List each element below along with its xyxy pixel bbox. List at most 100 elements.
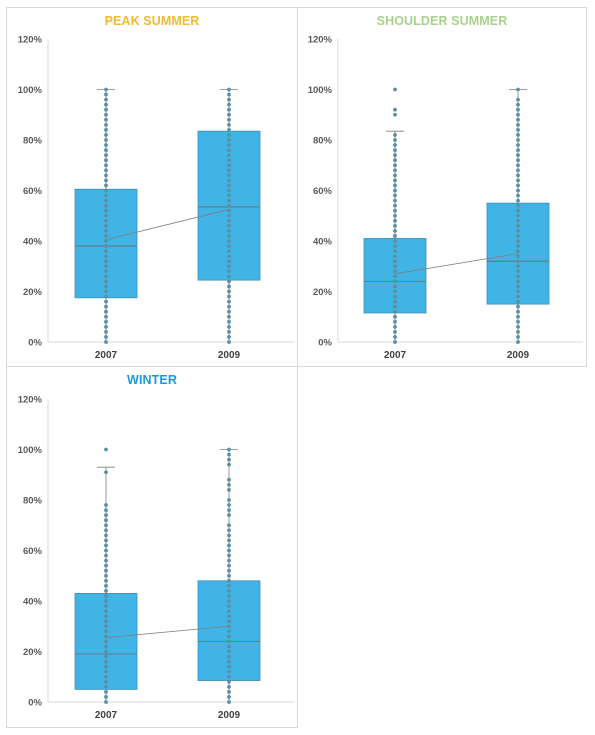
data-point [104, 314, 108, 319]
data-point [104, 319, 108, 324]
data-point [104, 624, 108, 629]
data-point [227, 664, 231, 669]
data-point [227, 234, 231, 238]
data-point [104, 629, 108, 634]
data-point [516, 289, 520, 294]
data-point [516, 87, 520, 92]
data-point [104, 133, 108, 137]
data-point [227, 573, 231, 578]
data-point [393, 112, 397, 117]
data-point [227, 244, 231, 248]
data-point [104, 269, 108, 274]
data-point [227, 274, 231, 279]
data-point [227, 457, 231, 462]
data-point [227, 122, 231, 127]
data-point [104, 324, 108, 329]
mean-line [105, 209, 230, 241]
data-point [393, 330, 397, 334]
data-point [227, 548, 231, 553]
data-point [104, 659, 108, 664]
data-point [227, 644, 231, 649]
data-point [104, 589, 108, 593]
data-point [104, 573, 108, 578]
data-point [227, 558, 231, 563]
data-point [516, 188, 520, 193]
data-point [104, 654, 108, 659]
data-point [104, 138, 108, 142]
data-point [516, 340, 520, 344]
data-point [516, 213, 520, 218]
data-point [104, 153, 108, 158]
data-point [516, 309, 520, 314]
y-tick-label: 100% [18, 85, 43, 96]
data-point [393, 335, 397, 339]
data-point [227, 213, 231, 218]
data-point [516, 319, 520, 324]
data-point [104, 583, 108, 588]
data-point [104, 163, 108, 168]
y-tick-label: 20% [23, 647, 43, 658]
data-point [227, 578, 231, 583]
y-tick-label: 80% [23, 136, 43, 147]
data-point [516, 324, 520, 329]
data-point [227, 477, 231, 482]
data-point [516, 143, 520, 147]
data-point [227, 198, 231, 203]
y-tick-label: 120% [18, 35, 43, 46]
data-point [393, 294, 397, 299]
x-category-label: 2007 [95, 710, 118, 721]
data-point [227, 498, 231, 502]
y-tick-label: 20% [23, 287, 43, 298]
data-point [104, 518, 108, 523]
data-point [516, 112, 520, 117]
data-point [104, 173, 108, 178]
data-point [104, 249, 108, 254]
data-point [227, 523, 231, 528]
data-point [393, 249, 397, 254]
data-point [227, 583, 231, 588]
data-point [516, 223, 520, 228]
y-tick-label: 80% [313, 136, 333, 147]
data-point [227, 684, 231, 689]
data-point [393, 314, 397, 319]
data-point [104, 234, 108, 238]
data-point [393, 319, 397, 324]
data-point [516, 284, 520, 289]
data-point [516, 173, 520, 178]
data-point [516, 208, 520, 213]
data-point [227, 259, 231, 264]
data-point [227, 314, 231, 319]
data-point [227, 599, 231, 603]
data-point [227, 335, 231, 339]
data-point [227, 447, 231, 452]
data-point [227, 193, 231, 198]
data-point [104, 92, 108, 97]
data-point [227, 153, 231, 158]
data-point [227, 604, 231, 608]
x-category-label: 2007 [95, 350, 118, 361]
data-point [227, 218, 231, 223]
data-point [104, 644, 108, 649]
data-point [227, 533, 231, 538]
data-point [104, 538, 108, 543]
data-point [393, 153, 397, 158]
data-point [104, 553, 108, 558]
data-point [227, 269, 231, 274]
data-point [227, 229, 231, 233]
data-point [393, 193, 397, 198]
data-point [227, 173, 231, 178]
data-point [104, 223, 108, 228]
data-point [104, 470, 108, 475]
data-point [393, 223, 397, 228]
data-point [227, 294, 231, 299]
data-point [104, 254, 108, 259]
data-point [516, 335, 520, 339]
data-point [516, 133, 520, 137]
data-point [104, 208, 108, 213]
data-point [227, 482, 231, 487]
data-point [516, 239, 520, 243]
mean-line [394, 253, 519, 275]
data-point [104, 264, 108, 269]
data-point [227, 223, 231, 228]
data-point [393, 198, 397, 203]
